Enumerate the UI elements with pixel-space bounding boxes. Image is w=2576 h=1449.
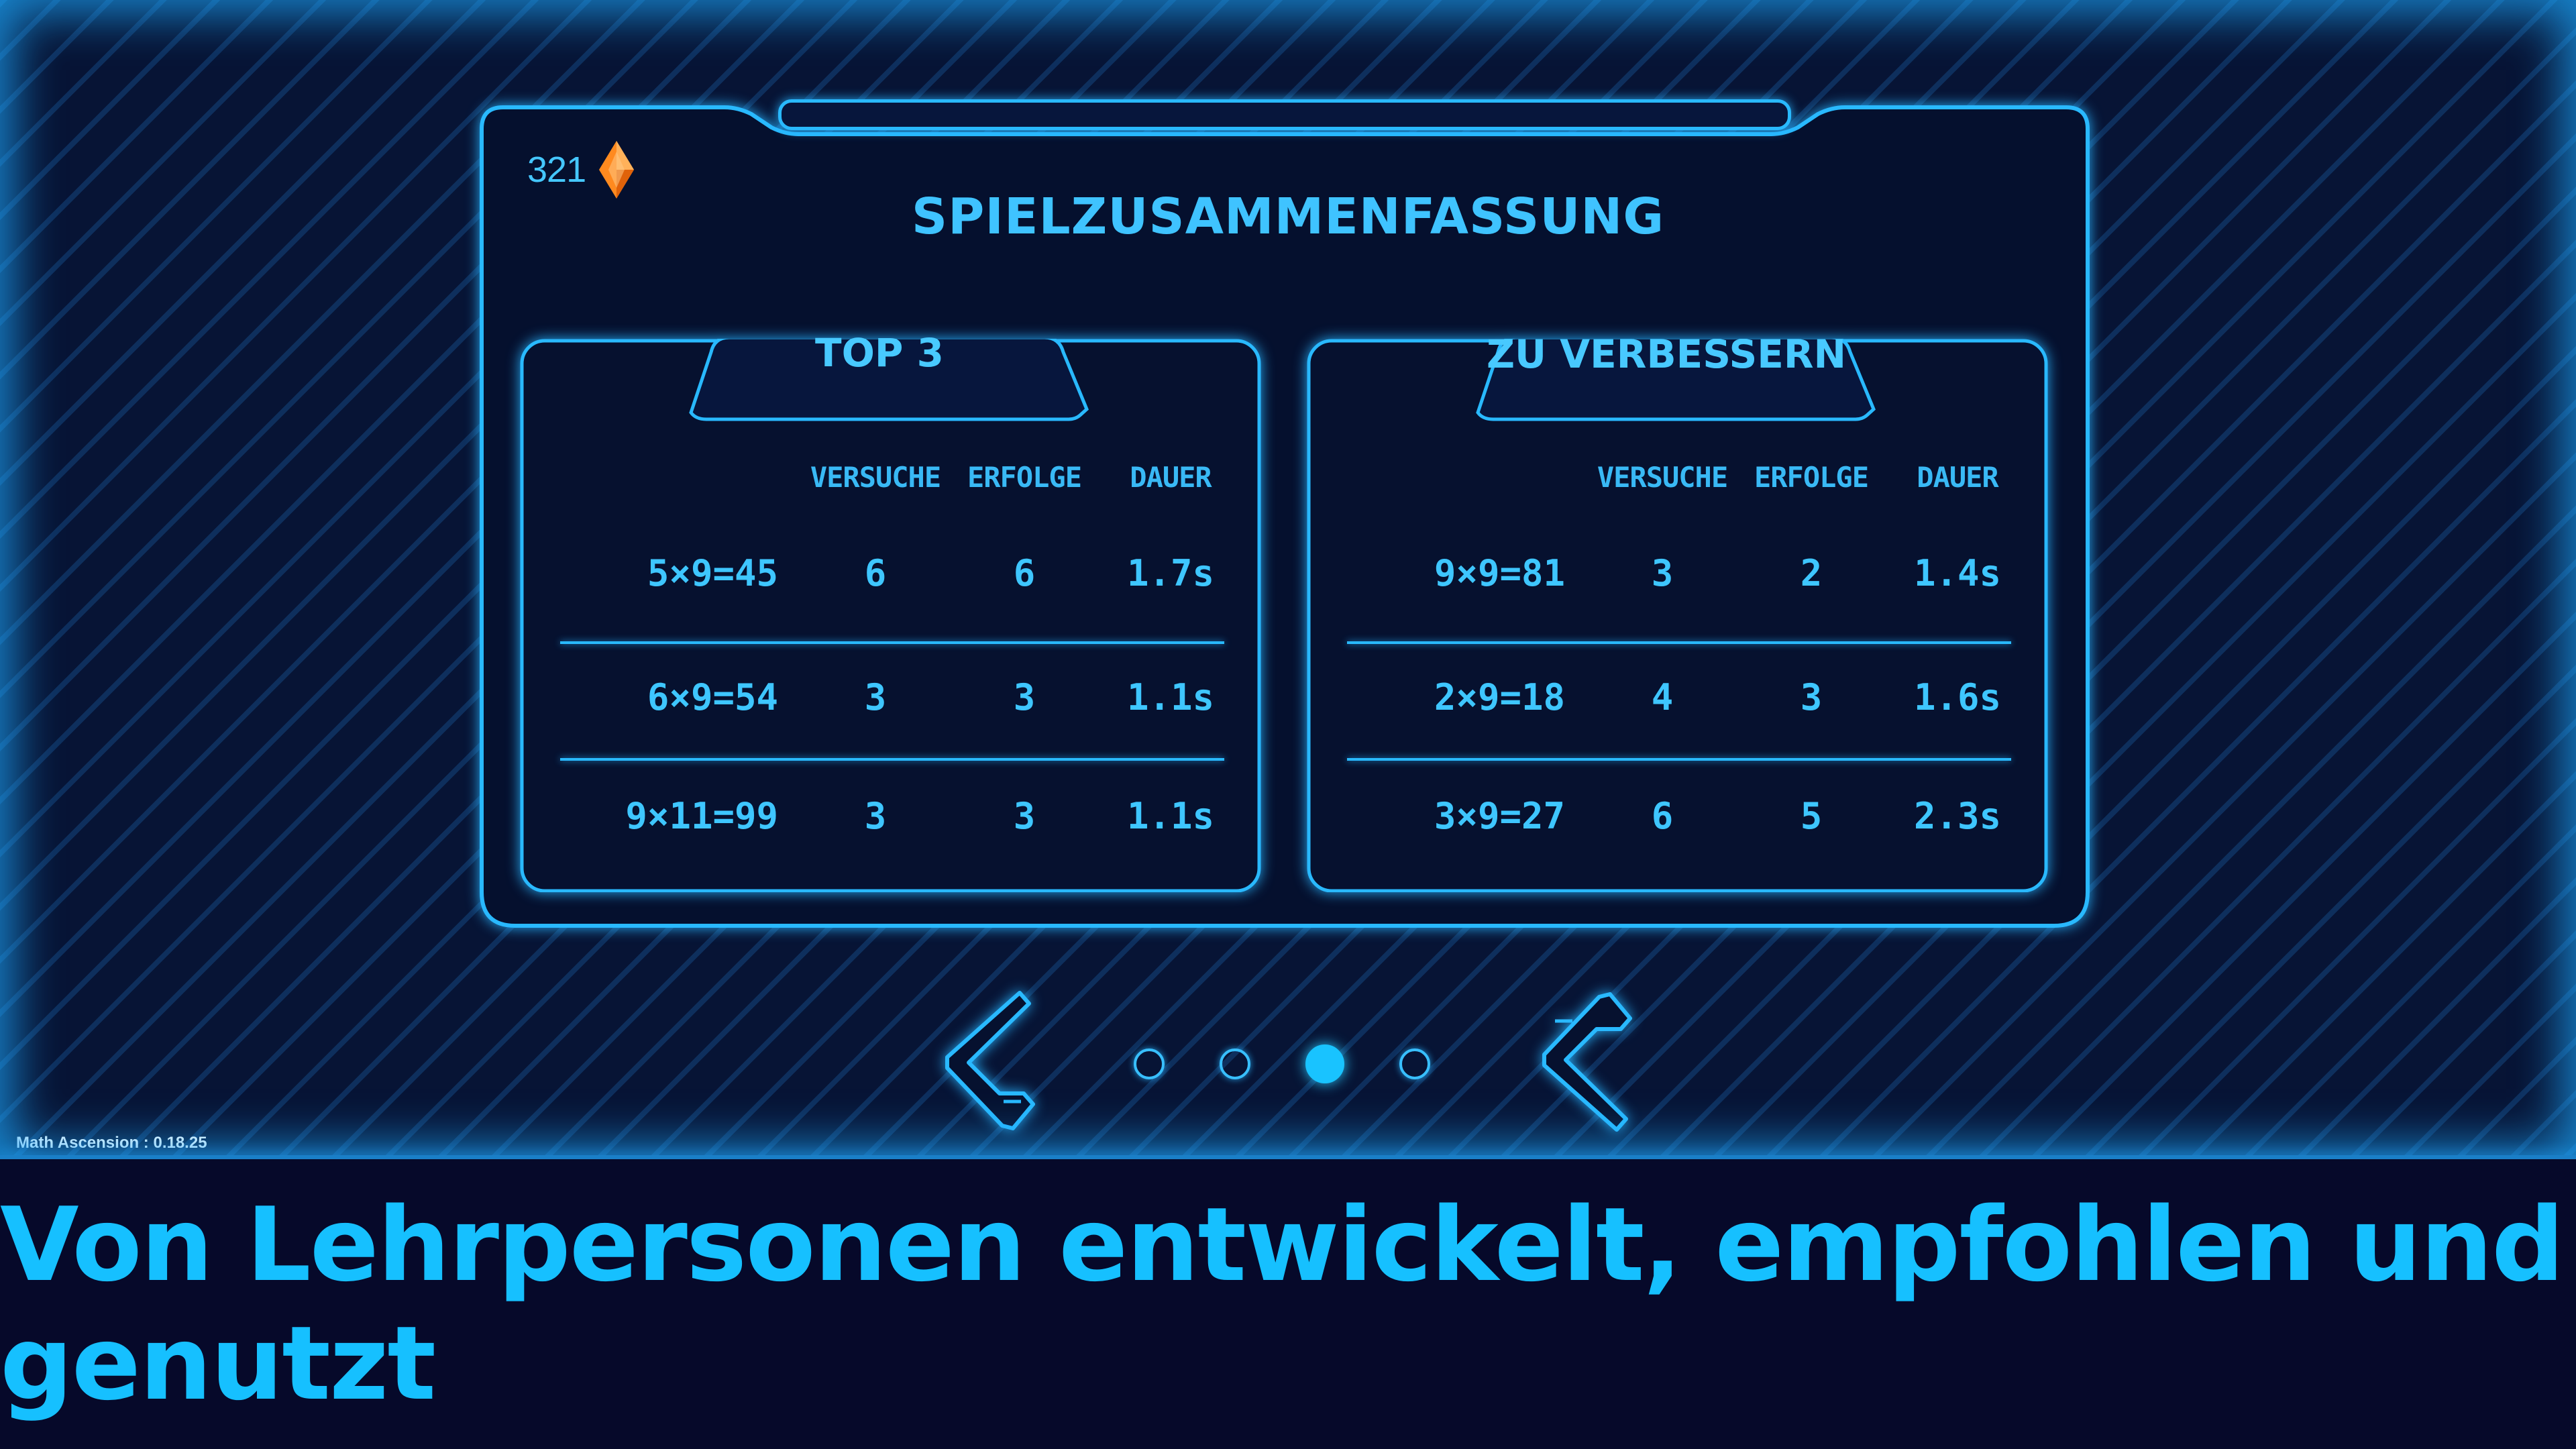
attempts-cell: 3 <box>864 795 887 837</box>
table-row: 3×9=27 6 5 2.3s <box>1307 776 2048 857</box>
attempts-cell: 6 <box>1651 795 1674 837</box>
page-dot-active[interactable] <box>1305 1044 1344 1083</box>
column-header-attempts: VERSUCHE <box>810 461 941 494</box>
row-divider <box>1347 641 2011 644</box>
stage-bottom-border <box>0 1155 2576 1159</box>
page-indicator <box>1134 1044 1430 1084</box>
attempts-cell: 3 <box>864 676 887 718</box>
column-header-successes: ERFOLGE <box>1754 461 1869 494</box>
version-label: Math Ascension : 0.18.25 <box>16 1134 207 1152</box>
table-row: 9×9=81 3 2 1.4s <box>1307 533 2048 614</box>
game-stage: 321 SPIELZUSAMMENFASSUNG TOP 3 VERSUCHE … <box>0 0 2576 1159</box>
chevron-left-icon[interactable] <box>939 987 1040 1135</box>
equation-cell: 9×11=99 <box>625 795 778 837</box>
top3-panel-frame <box>520 339 1261 892</box>
page-dot[interactable] <box>1220 1049 1250 1079</box>
duration-cell: 1.4s <box>1913 552 2002 594</box>
table-row: 5×9=45 6 6 1.7s <box>520 533 1261 614</box>
row-divider <box>1347 758 2011 761</box>
successes-cell: 5 <box>1800 795 1823 837</box>
progress-bar <box>778 99 1791 130</box>
duration-cell: 1.1s <box>1126 676 1215 718</box>
successes-cell: 3 <box>1013 676 1036 718</box>
orange-gem-icon <box>599 141 635 199</box>
successes-cell: 6 <box>1013 552 1036 594</box>
column-header-duration: DAUER <box>1130 461 1212 494</box>
column-header-successes: ERFOLGE <box>967 461 1082 494</box>
equation-cell: 2×9=18 <box>1434 676 1565 718</box>
row-divider <box>560 758 1224 761</box>
table-row: 2×9=18 4 3 1.6s <box>1307 657 2048 738</box>
duration-cell: 1.1s <box>1126 795 1215 837</box>
chevron-right-icon[interactable] <box>1536 987 1637 1135</box>
currency-display: 321 <box>527 140 637 200</box>
equation-cell: 9×9=81 <box>1434 552 1565 594</box>
successes-cell: 2 <box>1800 552 1823 594</box>
column-header-attempts: VERSUCHE <box>1597 461 1728 494</box>
successes-cell: 3 <box>1800 676 1823 718</box>
improve-panel-frame <box>1307 339 2048 892</box>
top3-title: TOP 3 <box>815 330 944 376</box>
successes-cell: 3 <box>1013 795 1036 837</box>
page-dot[interactable] <box>1399 1049 1430 1079</box>
top3-panel: TOP 3 VERSUCHE ERFOLGE DAUER 5×9=45 6 6 … <box>520 330 1261 892</box>
page-dot[interactable] <box>1134 1049 1165 1079</box>
table-row: 9×11=99 3 3 1.1s <box>520 776 1261 857</box>
equation-cell: 6×9=54 <box>647 676 778 718</box>
equation-cell: 5×9=45 <box>647 552 778 594</box>
duration-cell: 2.3s <box>1913 795 2002 837</box>
attempts-cell: 4 <box>1651 676 1674 718</box>
currency-value: 321 <box>527 150 586 190</box>
table-row: 6×9=54 3 3 1.1s <box>520 657 1261 738</box>
attempts-cell: 6 <box>864 552 887 594</box>
row-divider <box>560 641 1224 644</box>
improve-panel: ZU VERBESSERN VERSUCHE ERFOLGE DAUER 9×9… <box>1307 331 2048 892</box>
tagline: Von Lehrpersonen entwickelt, empfohlen u… <box>0 1185 2565 1423</box>
improve-title: ZU VERBESSERN <box>1486 331 1847 377</box>
duration-cell: 1.6s <box>1913 676 2002 718</box>
summary-title: SPIELZUSAMMENFASSUNG <box>911 188 1665 246</box>
equation-cell: 3×9=27 <box>1434 795 1565 837</box>
attempts-cell: 3 <box>1651 552 1674 594</box>
duration-cell: 1.7s <box>1126 552 1215 594</box>
column-header-duration: DAUER <box>1917 461 1998 494</box>
